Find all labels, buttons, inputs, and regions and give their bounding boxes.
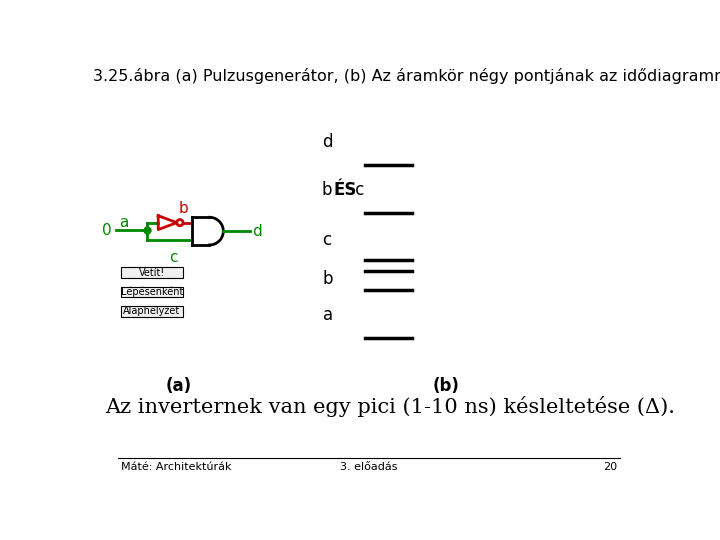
FancyBboxPatch shape	[121, 306, 183, 316]
Text: c: c	[351, 181, 365, 199]
Text: 3. előadás: 3. előadás	[341, 462, 397, 472]
Text: c: c	[323, 231, 332, 249]
FancyBboxPatch shape	[121, 287, 183, 298]
Text: Az inverternek van egy pici (1-10 ns) késleltetése (Δ).: Az inverternek van egy pici (1-10 ns) ké…	[106, 396, 675, 417]
Text: Vetít!: Vetít!	[139, 268, 165, 278]
Text: ÉS: ÉS	[333, 181, 356, 199]
Text: a: a	[323, 306, 333, 324]
Text: (b): (b)	[433, 377, 460, 395]
Text: b: b	[178, 201, 188, 215]
Text: d: d	[252, 224, 262, 239]
Text: a: a	[119, 215, 128, 230]
Text: b: b	[323, 270, 333, 288]
FancyBboxPatch shape	[121, 267, 183, 278]
Text: 0: 0	[102, 223, 112, 238]
Text: 3.25.ábra (a) Pulzusgenerátor, (b) Az áramkör négy pontjának az idődiagramm: 3.25.ábra (a) Pulzusgenerátor, (b) Az ár…	[93, 68, 720, 84]
Text: c: c	[169, 249, 178, 265]
Text: Lépésenként: Lépésenként	[121, 287, 183, 297]
Text: 20: 20	[603, 462, 617, 472]
Text: b: b	[323, 181, 338, 199]
Text: (a): (a)	[166, 377, 192, 395]
Text: d: d	[323, 133, 333, 151]
Text: Máté: Architektúrák: Máté: Architektúrák	[121, 462, 232, 472]
Text: Alaphelyzet: Alaphelyzet	[123, 306, 181, 316]
